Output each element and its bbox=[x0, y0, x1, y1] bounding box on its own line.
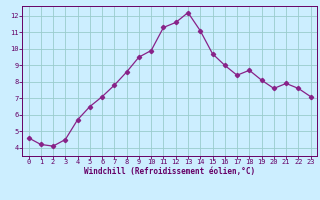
X-axis label: Windchill (Refroidissement éolien,°C): Windchill (Refroidissement éolien,°C) bbox=[84, 167, 255, 176]
